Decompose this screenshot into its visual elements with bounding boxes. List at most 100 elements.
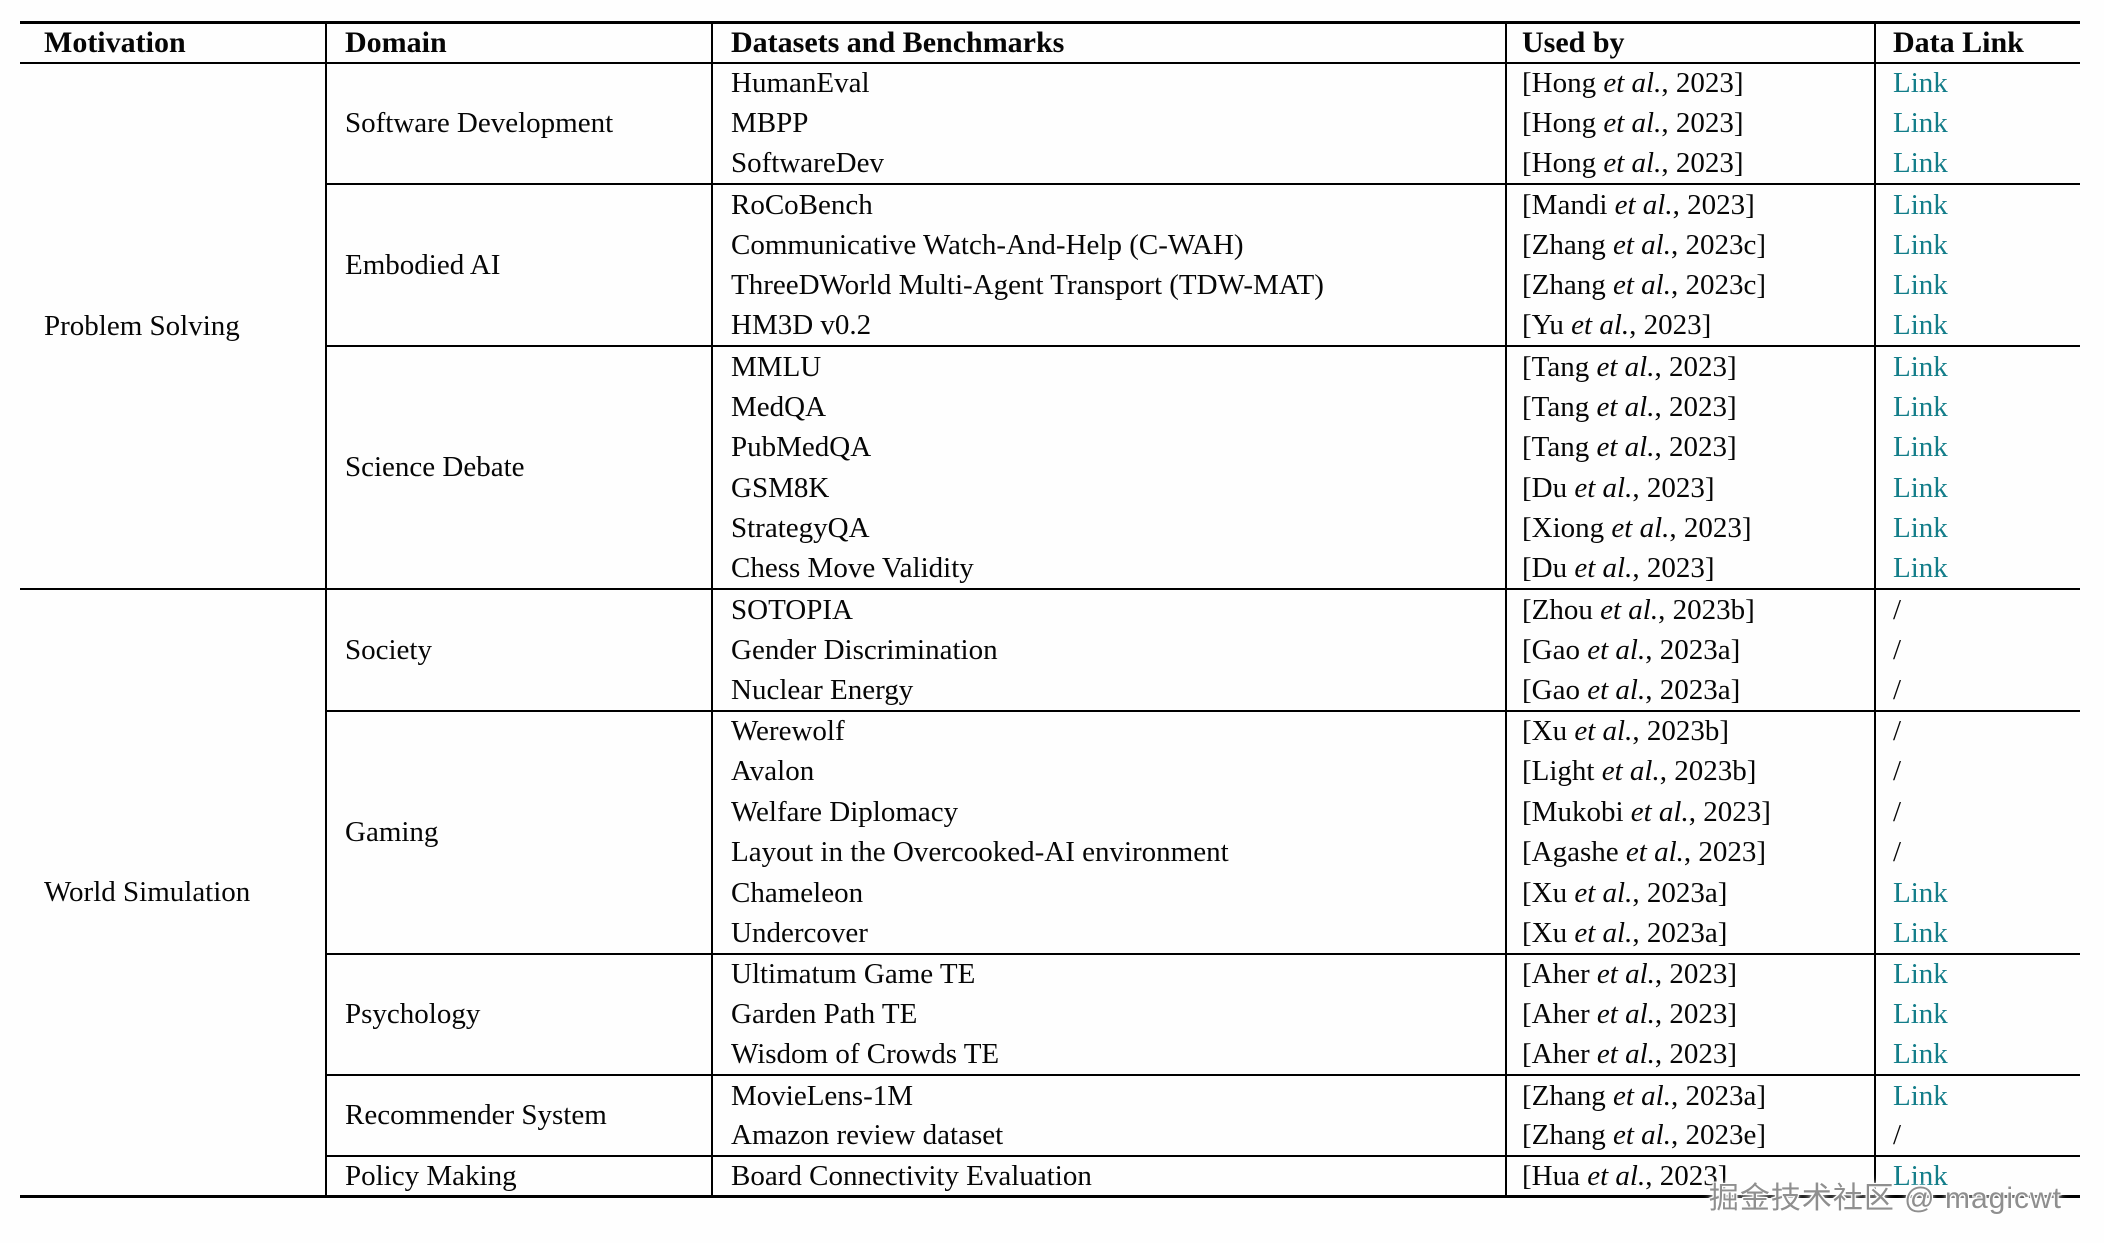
et-al: et al. [1613, 269, 1671, 302]
data-link[interactable]: Link [1893, 998, 1948, 1031]
citation-cell: [Hong et al., 2023] [1505, 103, 1875, 144]
table-row: Welfare Diplomacy [Mukobi et al., 2023] / [20, 791, 2080, 832]
et-al: et al. [1574, 916, 1633, 949]
et-al: et al. [1574, 552, 1633, 585]
citation-cell: [Gao et al., 2023a] [1505, 629, 1875, 670]
data-link[interactable]: Link [1893, 958, 1948, 991]
et-al: et al. [1603, 147, 1662, 180]
et-al: et al. [1596, 390, 1655, 423]
et-al: et al. [1587, 673, 1646, 706]
header-motivation: Motivation [20, 22, 326, 64]
data-link[interactable]: Link [1893, 269, 1948, 302]
table-row: GSM8K [Du et al., 2023] Link [20, 467, 2080, 508]
table-row: Policy Making Board Connectivity Evaluati… [20, 1155, 2080, 1197]
header-datasets: Datasets and Benchmarks [711, 22, 1506, 64]
dataset-cell: Welfare Diplomacy [711, 791, 1506, 832]
citation-cell: [Aher et al., 2023] [1505, 1034, 1875, 1075]
data-link-cell: Link [1874, 143, 2080, 184]
table-row: MBPP [Hong et al., 2023] Link [20, 103, 2080, 144]
data-link[interactable]: Link [1893, 916, 1948, 949]
et-al: et al. [1574, 876, 1633, 909]
data-link-cell: Link [1874, 913, 2080, 954]
citation-cell: [Zhang et al., 2023c] [1505, 265, 1875, 306]
dataset-cell: Nuclear Energy [711, 670, 1506, 711]
citation-cell: [Tang et al., 2023] [1505, 427, 1875, 468]
data-link[interactable]: Link [1893, 1079, 1948, 1112]
citation-cell: [Aher et al., 2023] [1505, 952, 1875, 994]
citation-cell: [Hua et al., 2023] [1505, 1155, 1875, 1197]
data-link[interactable]: Link [1893, 350, 1948, 383]
data-link[interactable]: Link [1893, 67, 1948, 100]
citation-cell: [Zhang et al., 2023e] [1505, 1115, 1875, 1156]
dataset-cell: Communicative Watch-And-Help (C-WAH) [711, 224, 1506, 265]
table-row: World Simulation Society SOTOPIA [Zhou et a… [20, 588, 2080, 1197]
data-link[interactable]: Link [1893, 188, 1948, 221]
dataset-cell: HM3D v0.2 [711, 305, 1506, 346]
citation-cell: [Tang et al., 2023] [1505, 386, 1875, 427]
et-al: et al. [1596, 431, 1655, 464]
data-link[interactable]: Link [1893, 228, 1948, 261]
table-row: Gender Discrimination [Gao et al., 2023a]… [20, 629, 2080, 670]
table-row: Psychology Ultimatum Game TE [Aher et al.,… [20, 952, 2080, 1075]
et-al: et al. [1613, 1119, 1671, 1152]
et-al: et al. [1600, 593, 1659, 626]
dataset-cell: MMLU [711, 345, 1506, 387]
motivation-cell: World Simulation [20, 588, 326, 1197]
data-link-cell: Link [1874, 872, 2080, 913]
table-row: Recommender System MovieLens-1M [Zhang et … [20, 1074, 2080, 1156]
table-row: Embodied AI RoCoBench [Mandi et al., 2023]… [20, 183, 2080, 346]
data-link[interactable]: Link [1893, 471, 1948, 504]
data-link-cell: Link [1874, 508, 2080, 549]
table-row: Gaming Werewolf [Xu et al., 2023b] / [20, 709, 2080, 954]
citation-cell: [Light et al., 2023b] [1505, 751, 1875, 792]
citation-cell: [Zhou et al., 2023b] [1505, 588, 1875, 630]
citation-cell: [Du et al., 2023] [1505, 548, 1875, 589]
header-used-by: Used by [1505, 22, 1875, 64]
no-link-slash: / [1893, 673, 1902, 706]
citation-cell: [Xu et al., 2023a] [1505, 872, 1875, 913]
table-row: Science Debate MMLU [Tang et al., 2023] Lin… [20, 345, 2080, 589]
et-al: et al. [1603, 67, 1662, 100]
data-link[interactable]: Link [1893, 431, 1948, 464]
et-al: et al. [1614, 188, 1673, 221]
et-al: et al. [1611, 512, 1670, 545]
domain-cell: Software Development [325, 62, 712, 184]
data-link[interactable]: Link [1893, 147, 1948, 180]
et-al: et al. [1613, 228, 1671, 261]
dataset-cell: RoCoBench [711, 183, 1506, 225]
dataset-cell: Garden Path TE [711, 994, 1506, 1035]
data-link-cell: Link [1874, 103, 2080, 144]
data-link[interactable]: Link [1893, 390, 1948, 423]
dataset-cell: Chameleon [711, 872, 1506, 913]
data-link[interactable]: Link [1893, 107, 1948, 140]
data-link-cell: / [1874, 588, 2080, 630]
dataset-cell: HumanEval [711, 62, 1506, 103]
citation-cell: [Mandi et al., 2023] [1505, 183, 1875, 225]
dataset-cell: SOTOPIA [711, 588, 1506, 630]
citation-cell: [Aher et al., 2023] [1505, 994, 1875, 1035]
et-al: et al. [1574, 715, 1633, 748]
dataset-cell: MBPP [711, 103, 1506, 144]
data-link-cell: Link [1874, 62, 2080, 103]
data-link-cell: Link [1874, 386, 2080, 427]
table-row: Layout in the Overcooked-AI environment[… [20, 832, 2080, 873]
data-link[interactable]: Link [1893, 1159, 1948, 1192]
data-link-cell: Link [1874, 467, 2080, 508]
domain-cell: Embodied AI [325, 183, 712, 346]
citation-cell: [Xu et al., 2023b] [1505, 709, 1875, 751]
data-link[interactable]: Link [1893, 1038, 1948, 1071]
data-link[interactable]: Link [1893, 552, 1948, 585]
citation-cell: [Zhang et al., 2023c] [1505, 224, 1875, 265]
data-link-cell: Link [1874, 548, 2080, 589]
dataset-cell: GSM8K [711, 467, 1506, 508]
data-link[interactable]: Link [1893, 512, 1948, 545]
data-link[interactable]: Link [1893, 876, 1948, 909]
table-row: StrategyQA [Xiong et al., 2023] Link [20, 508, 2080, 549]
citation-cell: [Hong et al., 2023] [1505, 62, 1875, 103]
table-row: Undercover [Xu et al., 2023a] Link [20, 913, 2080, 954]
et-al: et al. [1601, 755, 1660, 788]
table-row: Communicative Watch-And-Help (C-WAH) [Zha… [20, 224, 2080, 265]
data-link[interactable]: Link [1893, 309, 1948, 342]
citation-cell: [Mukobi et al., 2023] [1505, 791, 1875, 832]
data-link-cell: / [1874, 791, 2080, 832]
